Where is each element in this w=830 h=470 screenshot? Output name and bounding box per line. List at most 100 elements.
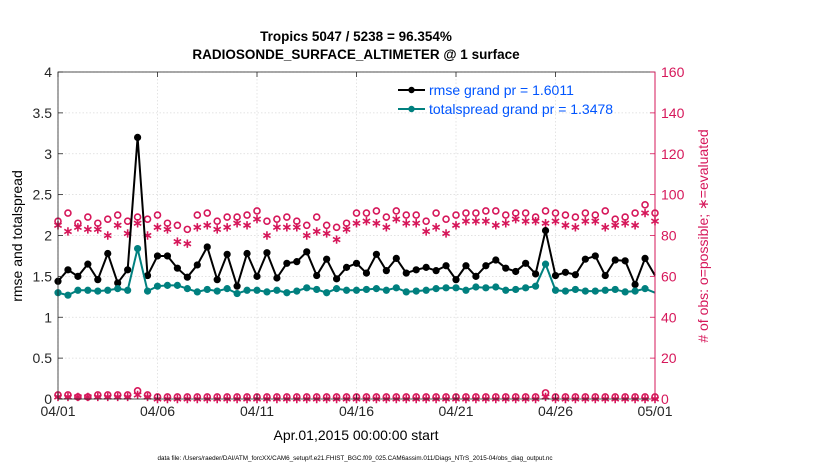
rmse-point <box>412 266 420 274</box>
rmse-point <box>333 275 341 283</box>
y-left-tick-label: 4 <box>44 64 52 80</box>
obs-evaluated-marker <box>551 216 560 226</box>
y-right-tick-label: 0 <box>661 391 669 407</box>
obs-evaluated-zero-marker <box>83 392 92 402</box>
totalspread-point <box>293 287 301 295</box>
y-right-tick-label: 60 <box>661 268 677 284</box>
obs-possible-marker <box>521 209 530 217</box>
obs-possible-marker <box>472 209 480 217</box>
y-left-tick-label: 0.5 <box>33 350 53 366</box>
obs-evaluated-zero-marker <box>123 392 132 402</box>
rmse-point <box>104 249 112 258</box>
obs-possible-marker <box>283 213 291 221</box>
rmse-point <box>631 280 639 289</box>
obs-possible-marker <box>223 213 231 221</box>
legend-spread-label: totalspread grand pr = 1.3478 <box>429 101 613 117</box>
y-left-tick-label: 1.5 <box>33 268 53 284</box>
obs-possible-marker <box>392 207 401 215</box>
y-right-axis-label: # of obs: o=possible; ∗=evaluated <box>695 129 711 342</box>
obs-evaluated-marker <box>611 221 620 230</box>
obs-evaluated-marker <box>302 231 311 240</box>
rmse-point <box>641 254 649 262</box>
obs-evaluated-marker <box>601 223 610 232</box>
rmse-point <box>571 271 580 279</box>
rmse-point <box>313 271 321 280</box>
totalspread-point <box>551 286 560 294</box>
obs-evaluated-marker <box>113 221 122 230</box>
rmse-point <box>183 273 191 281</box>
obs-evaluated-zero-marker <box>143 392 152 402</box>
obs-possible-marker <box>422 217 430 225</box>
rmse-point <box>561 268 570 276</box>
obs-evaluated-marker <box>272 223 281 232</box>
rmse-point <box>124 266 132 274</box>
obs-possible-marker <box>213 217 221 225</box>
totalspread-point <box>531 282 540 290</box>
rmse-point <box>601 271 609 280</box>
rmse-point <box>243 249 251 258</box>
rmse-point <box>323 255 331 263</box>
rmse-point <box>253 272 261 280</box>
y-right-axis-ticks: 0 20 40 60 80 100 120 140 160 <box>650 64 685 407</box>
totalspread-point <box>372 285 381 293</box>
rmse-point <box>273 274 281 282</box>
rmse-point <box>492 256 500 264</box>
y-left-tick-label: 3.5 <box>33 105 53 121</box>
x-tick-label: 04/06 <box>140 403 175 419</box>
rmse-point <box>472 272 480 280</box>
obs-evaluated-marker <box>163 225 172 234</box>
rmse-point <box>452 276 460 284</box>
y-left-tick-label: 2 <box>44 228 52 244</box>
obs-possible-marker <box>412 211 421 219</box>
totalspread-point <box>124 286 132 294</box>
obs-evaluated-marker <box>312 227 321 236</box>
rmse-point <box>512 267 520 276</box>
rmse-point <box>541 226 550 235</box>
obs-evaluated-marker <box>292 223 301 232</box>
y-left-tick-label: 3 <box>44 146 52 162</box>
rmse-point <box>462 262 470 270</box>
obs-evaluated-marker <box>422 227 431 236</box>
rmse-point <box>522 259 530 267</box>
y-left-axis-label: rmse and totalspread <box>9 170 25 302</box>
rmse-point <box>84 260 92 268</box>
totalspread-point <box>213 287 221 295</box>
rmse-point <box>402 269 410 277</box>
y-right-tick-label: 120 <box>661 146 685 162</box>
obs-evaluated-marker <box>491 221 500 230</box>
totalspread-point <box>313 285 321 294</box>
obs-evaluated-marker <box>252 214 262 224</box>
totalspread-point <box>233 289 241 298</box>
rmse-point <box>293 258 301 266</box>
totalspread-point <box>382 286 390 294</box>
x-tick-label: 04/16 <box>339 403 374 419</box>
totalspread-point <box>621 288 629 296</box>
obs-possible-marker <box>372 207 381 215</box>
totalspread-point <box>432 285 440 293</box>
totalspread-point <box>591 287 599 295</box>
obs-possible-marker <box>382 213 391 221</box>
obs-evaluated-marker <box>621 219 630 228</box>
totalspread-point <box>601 286 609 294</box>
totalspread-point <box>263 288 271 296</box>
obs-possible-marker <box>452 211 460 219</box>
rmse-point <box>591 252 599 260</box>
obs-possible-marker <box>641 201 649 209</box>
chart-title-line-1: Tropics 5047 / 5238 = 96.354% <box>260 29 452 44</box>
totalspread-point <box>422 286 430 294</box>
rmse-point <box>233 282 241 290</box>
rmse-point <box>64 266 72 274</box>
totalspread-point <box>362 285 371 294</box>
rmse-point <box>74 272 82 280</box>
obs-evaluated-marker <box>521 216 530 226</box>
obs-possible-marker <box>153 211 162 219</box>
obs-possible-marker <box>193 211 202 219</box>
totalspread-point <box>74 286 82 294</box>
totalspread-point <box>492 283 500 291</box>
totalspread-point <box>134 244 142 253</box>
totalspread-point <box>502 286 510 294</box>
obs-possible-marker <box>551 209 560 217</box>
totalspread-point <box>183 285 191 293</box>
obs-evaluated-marker <box>581 216 590 226</box>
